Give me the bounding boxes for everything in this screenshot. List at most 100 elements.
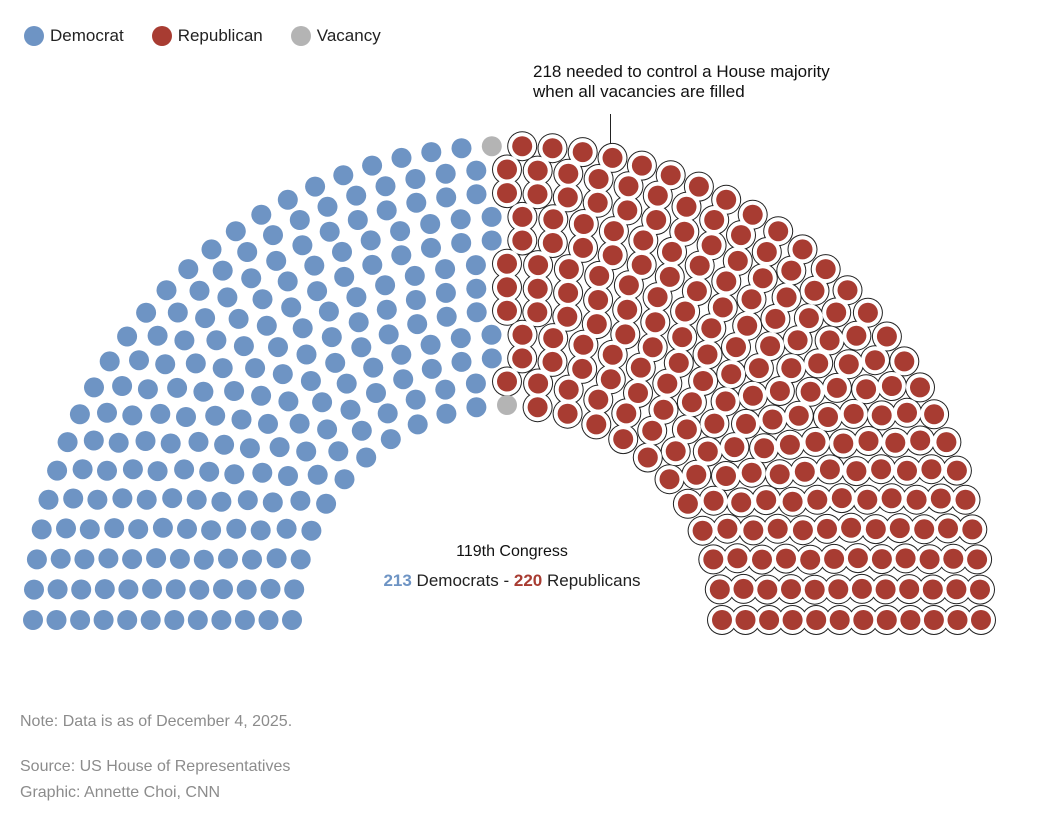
seat-republican [897,460,917,481]
seat-republican [967,549,988,570]
seat-republican [767,518,788,539]
seat-republican [881,488,902,509]
seat-democrat [405,290,426,310]
seat-democrat [304,255,325,276]
seat-democrat [185,353,206,374]
seat-vacancy [497,395,517,415]
seat-republican [731,225,751,246]
seat-democrat [142,578,163,599]
seat-democrat [420,214,441,234]
seat-democrat [289,210,310,230]
seat-democrat [292,318,313,339]
seat-republican [586,414,607,435]
seat-democrat [174,459,195,480]
seat-democrat [83,430,104,451]
seat-democrat [362,254,383,275]
seat-democrat [189,280,210,301]
seat-democrat [281,297,302,318]
seat-republican [557,403,578,424]
seat-democrat [242,549,262,570]
seat-democrat [218,548,238,569]
seat-republican [817,518,837,539]
seat-democrat [465,373,486,394]
seat-republican [588,169,609,189]
seat-democrat [263,225,283,246]
seat-republican [742,385,763,406]
seat-republican [776,548,796,569]
seat-democrat [451,233,472,253]
seat-republican [782,491,803,512]
seat-republican [922,579,943,600]
seat-democrat [137,379,158,400]
seat-democrat [391,147,412,168]
seat-republican [768,221,789,242]
seat-republican [572,358,593,379]
seat-democrat [251,204,272,225]
seat-republican [717,518,738,539]
seat-democrat [56,518,76,539]
seat-democrat [435,282,456,303]
seat-democrat [282,610,302,630]
seat-republican [881,376,902,396]
seat-democrat [136,489,157,510]
seat-democrat [199,461,220,482]
seat-democrat [26,549,47,570]
seat-democrat [94,579,115,600]
seat-democrat [363,357,384,378]
seat-republican [665,441,686,462]
seat-republican [712,297,733,318]
seat-republican [757,579,778,600]
seat-republican [497,183,517,204]
seat-republican [716,466,736,486]
seat-republican [659,469,680,490]
seat-republican [833,433,854,454]
seat-republican [660,165,681,186]
seat-democrat [451,138,472,159]
seat-democrat [391,344,412,365]
seat-republican [947,610,968,630]
seat-republican [674,221,695,242]
seat-republican [703,549,724,570]
seat-democrat [277,189,298,210]
seat-democrat [296,344,317,365]
seat-republican [645,312,666,333]
seat-democrat [266,548,287,569]
seat-democrat [406,192,427,213]
seat-republican [542,138,563,159]
seat-democrat [150,403,171,424]
seat-republican [557,187,578,208]
seat-democrat [214,434,235,455]
seat-counts: 213 Democrats - 220 Republicans [372,571,652,591]
seat-democrat [421,237,441,258]
seat-republican [689,255,710,276]
seat-democrat [162,488,183,509]
seat-democrat [50,548,71,569]
seat-democrat [256,315,277,336]
seat-democrat [278,391,299,412]
seat-republican [701,235,722,256]
seat-democrat [118,579,139,600]
seat-republican [617,299,638,320]
seat-republican [716,271,737,292]
seat-democrat [481,324,502,345]
republican-swatch-icon [151,26,172,46]
seat-republican [721,364,742,385]
seat-democrat [167,302,188,323]
seat-republican [804,579,825,600]
legend-label-republican: Republican [177,26,263,45]
seat-republican [762,409,783,430]
seat-democrat [250,520,271,541]
seat-republican [615,324,636,345]
seat-republican [919,549,940,570]
seat-republican [971,610,991,630]
seat-republican [819,459,840,480]
seat-republican [573,237,593,258]
seat-democrat [332,241,352,262]
seat-democrat [378,324,399,345]
seat-democrat [436,403,457,424]
legend-item-democrat: Democrat [24,26,124,46]
seat-republican [602,245,623,266]
seat-republican [853,610,874,630]
seat-republican [846,461,867,482]
seat-democrat [234,610,255,630]
